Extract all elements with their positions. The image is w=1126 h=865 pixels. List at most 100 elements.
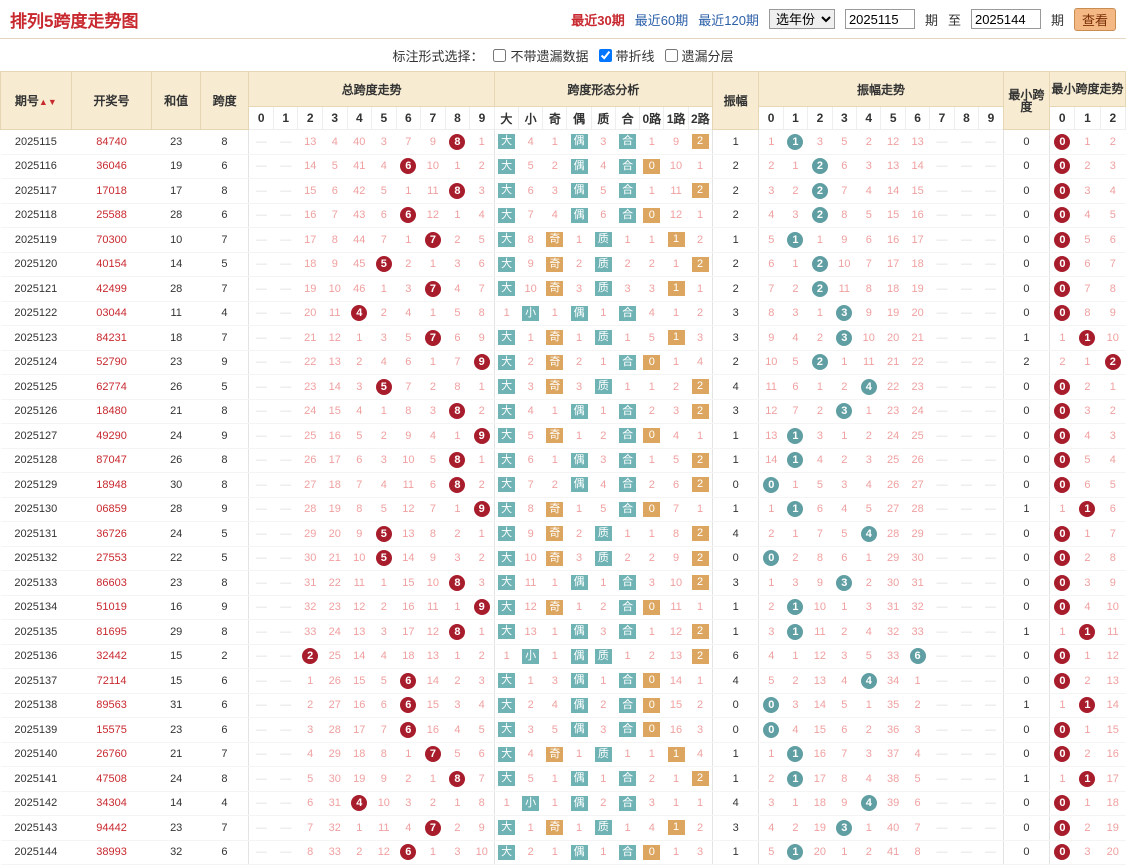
span-trend-cell: 8: [297, 840, 323, 865]
option-polyline[interactable]: 带折线: [597, 46, 655, 65]
shape-cell: 奇: [542, 496, 567, 522]
shape-cell: 2: [688, 619, 713, 645]
span-trend-cell-value: 5: [375, 256, 392, 273]
amp-trend-cell: 10: [856, 325, 881, 351]
amp-trend-cell: 3: [856, 595, 881, 620]
shape-cell-value: 偶: [570, 452, 588, 468]
span-trend-cell-value: 4: [380, 650, 387, 663]
range-30-link[interactable]: 最近30期: [571, 12, 625, 28]
issue-cell-value: 2025117: [14, 184, 57, 197]
amp-trend-cell-value: 1: [787, 133, 804, 150]
end-issue-input[interactable]: [970, 9, 1041, 29]
col-issue[interactable]: 期号▲▼: [0, 71, 72, 130]
amp-trend-cell: 21: [905, 325, 930, 351]
shape-cell-value: 5: [600, 184, 607, 197]
sum-cell-value: 23: [170, 135, 183, 148]
min-span-cell: 0: [1002, 644, 1050, 669]
amp-digit-header: 8: [953, 106, 980, 130]
shape-cell-value: 1: [600, 674, 607, 687]
table-row: 2025116 36046 19 6— —14 5 41 4 6 10 1 2 大 5 2 偶 4 合 0 10 1 2 2…: [0, 154, 1126, 179]
span-trend-cell: 3: [469, 178, 495, 204]
start-issue-input[interactable]: [844, 9, 915, 29]
span-trend-cell-value: 1: [454, 429, 461, 442]
option-layered[interactable]: 遗漏分层: [663, 46, 734, 65]
span-trend-cell: 9: [469, 815, 495, 841]
span-trend-cell-value: 8: [449, 476, 466, 493]
shape-cell: 1: [688, 496, 713, 522]
span-trend-cell: 25: [297, 423, 323, 449]
amp-trend-cell: —: [978, 595, 1004, 620]
span-trend-cell-value: 5: [478, 723, 485, 736]
min-span-cell-value: 2: [1023, 356, 1030, 369]
amp-trend-cell: 33: [905, 619, 930, 645]
amp-trend-cell-value: —: [985, 258, 997, 271]
span-trend-cell-value: 15: [328, 405, 341, 418]
min-trend-cell-value: 1: [1084, 135, 1091, 148]
sum-cell-value: 24: [170, 429, 183, 442]
span-trend-cell-value: 4: [478, 209, 485, 222]
span-trend-cell-value: 11: [402, 478, 415, 491]
sum-cell: 14: [151, 791, 201, 816]
amp-trend-cell: —: [929, 374, 955, 400]
shape-cell-value: 质: [594, 379, 612, 395]
span-trend-cell: 5: [469, 227, 495, 253]
min-trend-cell-value: 1: [1084, 356, 1091, 369]
option-no-missing[interactable]: 不带遗漏数据: [491, 46, 589, 65]
span-trend-cell: 23: [297, 374, 323, 400]
amp-cell: 2: [711, 178, 759, 204]
span-digit-header: 1: [272, 106, 299, 130]
shape-cell-value: 11: [524, 576, 537, 589]
amp-trend-cell-value: —: [960, 650, 972, 663]
amp-cell: 3: [711, 570, 759, 596]
amp-trend-cell: —: [978, 521, 1004, 547]
option-layered-checkbox[interactable]: [664, 48, 678, 62]
span-trend-cell: 6: [396, 840, 421, 865]
shape-cell: 2: [615, 546, 640, 571]
min-trend-cell-value: 0: [1054, 207, 1071, 224]
shape-cell: 3: [566, 374, 592, 400]
span-trend-cell-value: —: [280, 674, 292, 687]
shape-cell: 1: [663, 276, 689, 302]
min-span-cell-value: 0: [1023, 209, 1030, 222]
span-cell: 8: [200, 570, 249, 596]
amp-trend-cell: 2: [832, 374, 857, 400]
range-60-link[interactable]: 最近60期: [634, 12, 689, 28]
span-trend-cell: 31: [297, 570, 323, 596]
span-trend-cell: 26: [322, 668, 348, 694]
span-trend-cell-value: 1: [429, 846, 436, 859]
min-span-cell-value: 0: [1023, 748, 1030, 761]
draw-cell: 17018: [71, 178, 152, 204]
min-trend-cell: 0: [1049, 595, 1075, 620]
span-trend-cell-value: —: [255, 846, 267, 859]
option-polyline-checkbox[interactable]: [598, 48, 612, 62]
year-select[interactable]: 选年份: [768, 9, 835, 29]
amp-trend-cell-value: 9: [841, 797, 848, 810]
shape-cell-value: 1: [696, 797, 704, 810]
query-button[interactable]: 查看: [1073, 7, 1116, 31]
span-trend-cell-value: —: [280, 258, 292, 271]
span-trend-cell-value: 2: [454, 527, 461, 540]
span-trend-cell-value: 17: [328, 454, 341, 467]
span-trend-cell-value: 6: [307, 797, 314, 810]
min-trend-cell: 6: [1100, 227, 1126, 253]
span-trend-cell-value: —: [280, 846, 292, 859]
amp-trend-cell: 3: [832, 644, 857, 669]
option-no-missing-checkbox[interactable]: [493, 48, 507, 62]
shape-cell: 3: [639, 791, 664, 816]
min-trend-cell-value: 4: [1109, 454, 1116, 467]
amp-trend-cell: —: [954, 693, 979, 718]
span-trend-cell: —: [273, 423, 298, 449]
amp-trend-cell: 2: [783, 178, 808, 204]
amp-trend-cell-value: 4: [860, 525, 877, 542]
col-shape: 跨度形态分析: [493, 71, 713, 107]
sum-cell: 22: [151, 546, 201, 571]
span-trend-cell: 3: [445, 251, 470, 277]
shape-cell: 1: [663, 766, 689, 792]
shape-cell-value: 大: [498, 697, 516, 713]
span-trend-cell-value: 15: [426, 699, 439, 712]
amp-trend-cell: —: [954, 521, 979, 547]
shape-cell-value: 1: [648, 454, 655, 467]
amp-cell: 3: [711, 301, 759, 326]
amp-trend-cell-value: —: [960, 233, 972, 246]
range-120-link[interactable]: 最近120期: [698, 12, 759, 28]
